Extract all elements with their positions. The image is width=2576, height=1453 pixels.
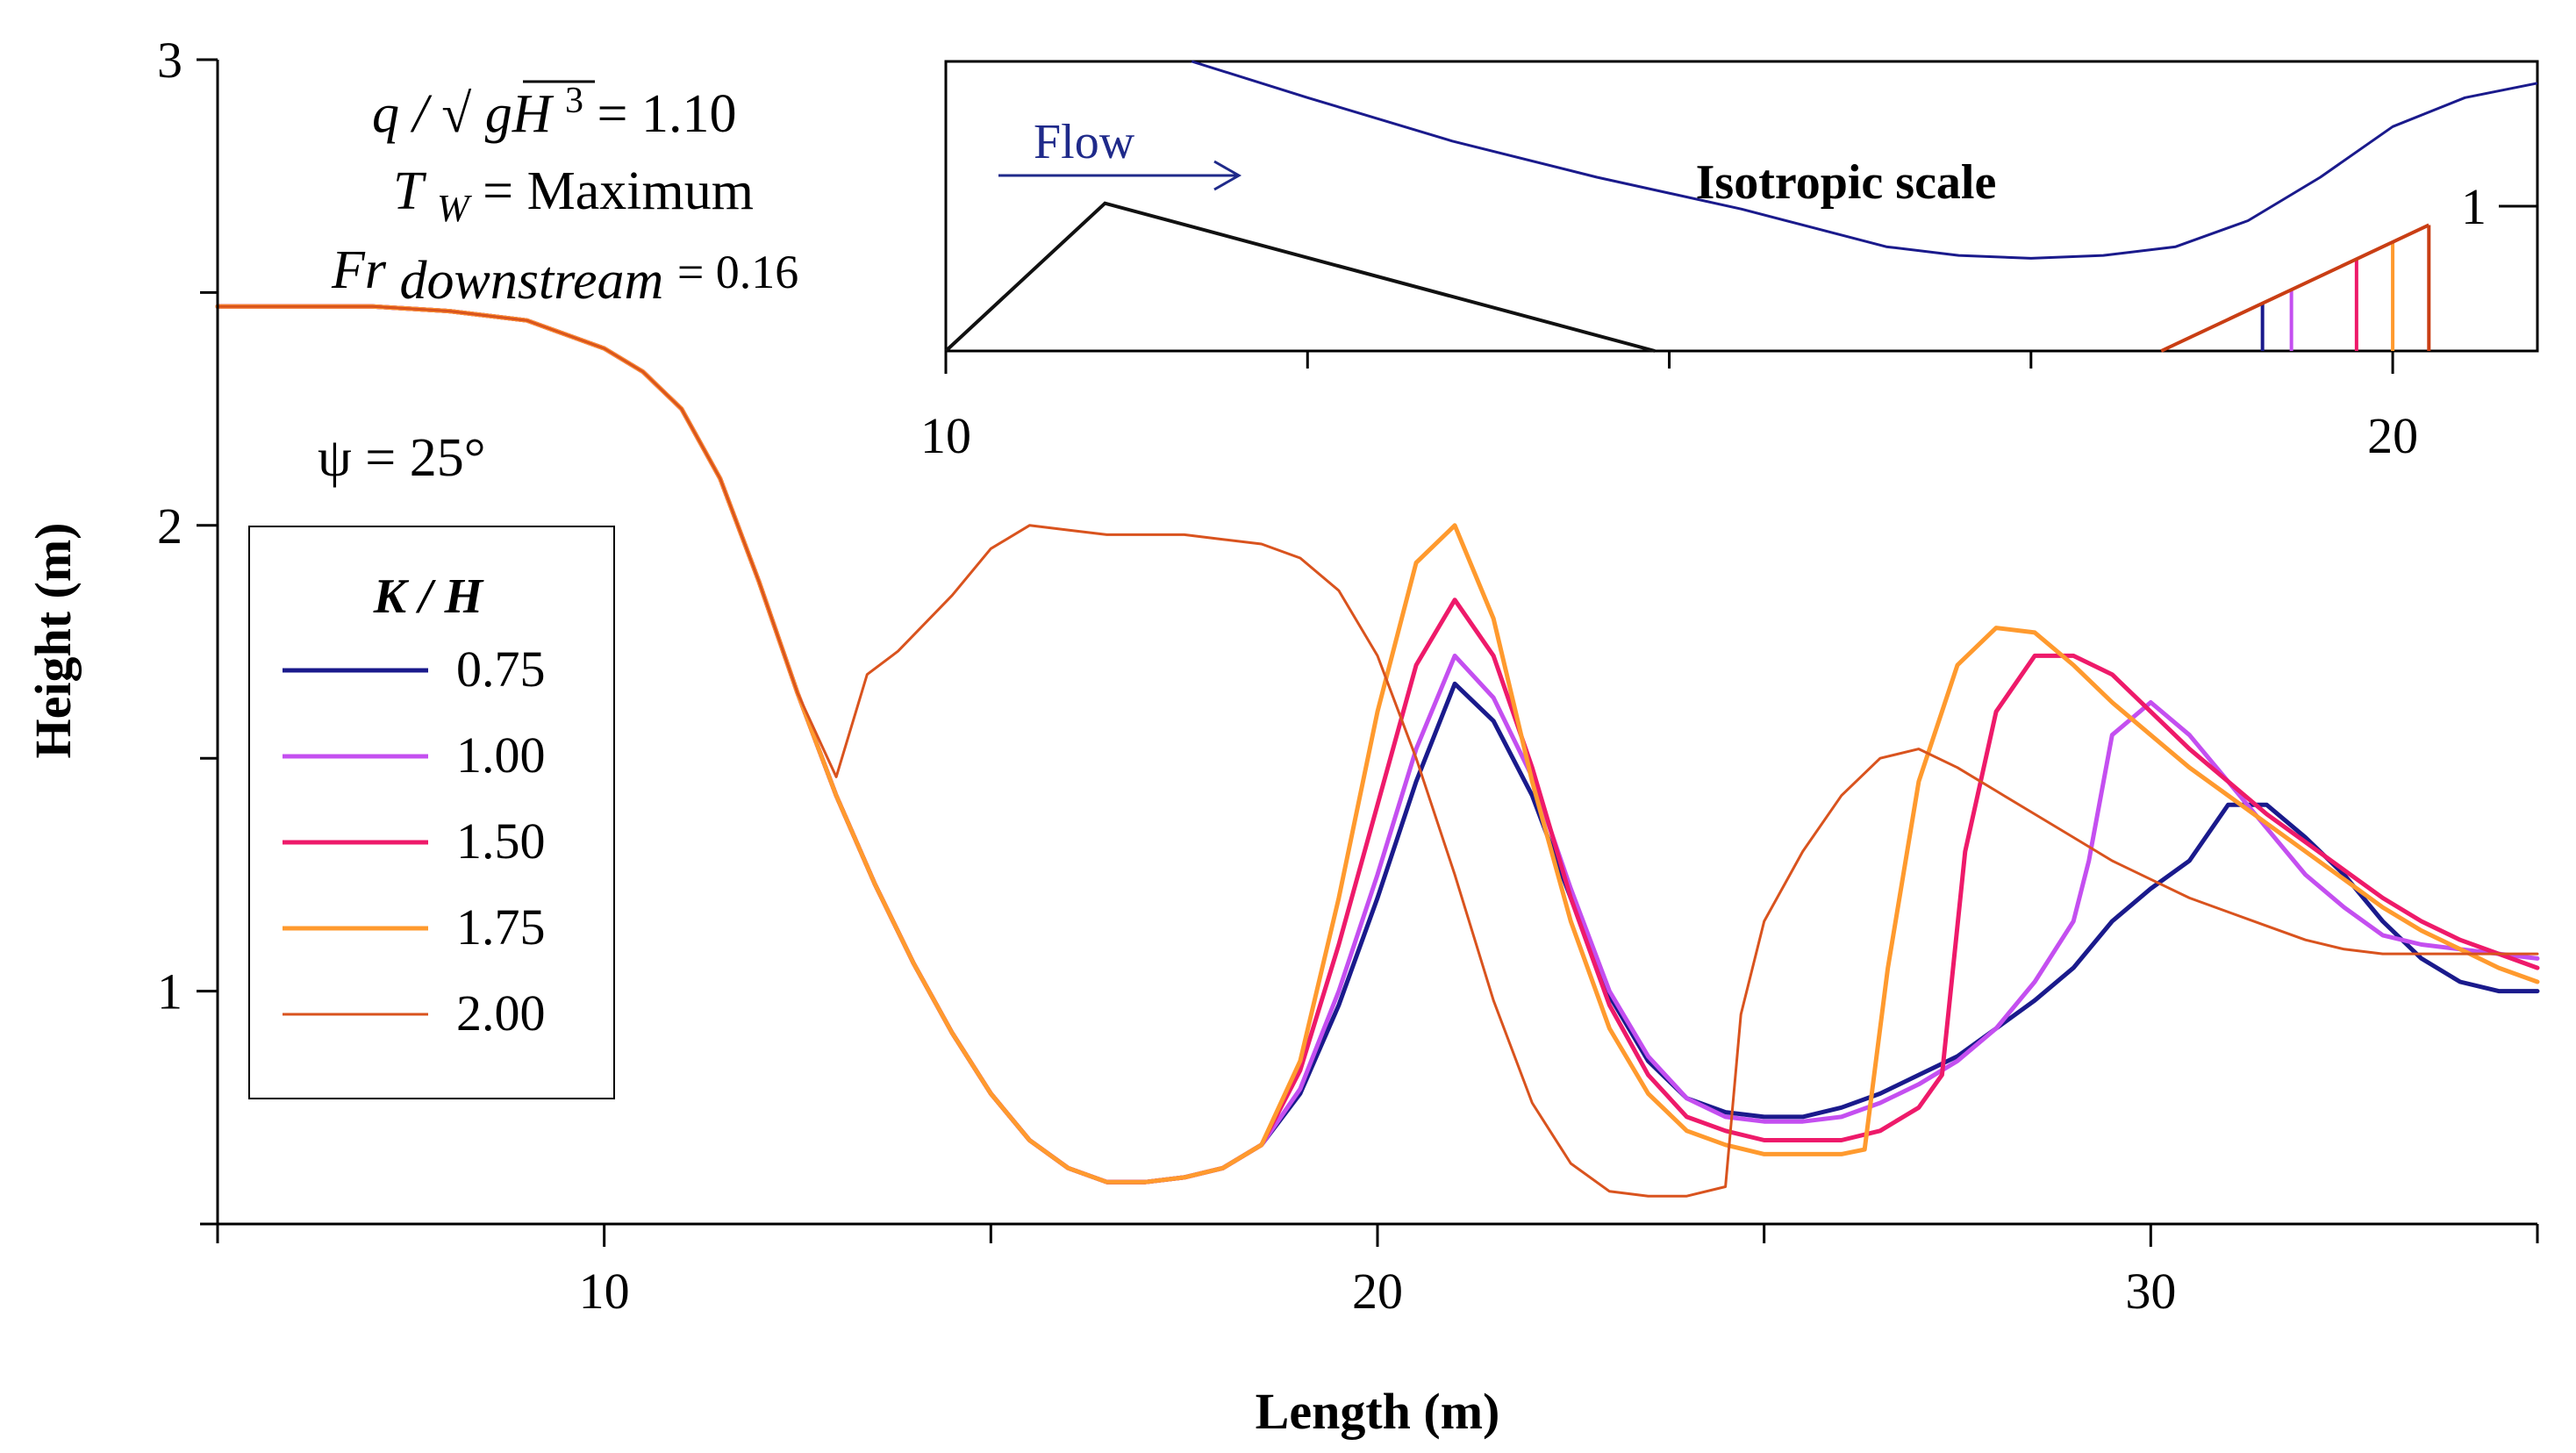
x-tick-label: 10 xyxy=(579,1263,630,1320)
y-tick-label: 3 xyxy=(157,32,182,89)
legend-entries: 0.75 1.00 1.50 1.75 2.00 xyxy=(283,641,546,1041)
legend-title: K / H xyxy=(373,569,484,624)
x-tick-label: 20 xyxy=(1352,1263,1403,1320)
inset-x-tick-label: 10 xyxy=(920,407,971,464)
legend-label: 0.75 xyxy=(456,641,546,698)
sqrt-sign: √ xyxy=(441,84,471,144)
discharge-sqrt-term: gH xyxy=(485,84,555,144)
discharge-annotation: q / √ gH 3 = 1.10 xyxy=(372,65,737,144)
legend-label: 1.00 xyxy=(456,726,546,784)
y-axis-title: Height (m) xyxy=(25,523,82,759)
tw-symbol: T xyxy=(393,161,427,221)
y-ticks: 1 2 3 xyxy=(157,32,218,1226)
x-ticks: 10 20 30 xyxy=(216,1224,2539,1320)
inset-x-tick-label: 20 xyxy=(2367,407,2418,464)
x-axis-title: Length (m) xyxy=(1256,1383,1500,1440)
main-plot: 1 2 3 10 20 30 Length (m) Height (m) xyxy=(25,32,2540,1440)
fr-value: = 0.16 xyxy=(677,246,798,298)
y-tick-label: 2 xyxy=(157,497,182,555)
inset-content xyxy=(944,60,2538,353)
fr-symbol: Fr xyxy=(331,240,387,300)
y-tick-label: 1 xyxy=(157,963,182,1020)
discharge-power: 3 xyxy=(565,81,583,121)
flow-label: Flow xyxy=(1034,115,1135,169)
discharge-suffix: = 1.10 xyxy=(597,84,737,144)
inset-ticks: 10 20 1 xyxy=(920,178,2537,464)
psi-annotation: ψ = 25° xyxy=(318,428,486,488)
tw-annotation: T W = Maximum xyxy=(393,161,754,233)
legend-label: 2.00 xyxy=(456,984,546,1041)
main-series-group xyxy=(215,304,2540,1198)
flow-arrow-head xyxy=(1213,160,1242,191)
inset-bed-profile xyxy=(944,201,1656,353)
legend-label: 1.75 xyxy=(456,898,546,956)
inset-plot: Isotropic scale Flow 10 20 1 xyxy=(920,60,2539,464)
tw-subscript: W xyxy=(437,187,472,230)
legend: K / H 0.75 1.00 1.50 1.75 2.00 xyxy=(248,526,615,1099)
inset-y-tick-label: 1 xyxy=(2461,178,2487,235)
froude-annotation: Fr downstream = 0.16 xyxy=(331,240,798,311)
inset-water-surface xyxy=(1191,60,2538,260)
parameter-annotations: q / √ gH 3 = 1.10 T W = Maximum Fr downs… xyxy=(318,65,798,488)
legend-label: 1.50 xyxy=(456,812,546,870)
inset-title: Isotropic scale xyxy=(1696,155,1997,210)
tw-value: = Maximum xyxy=(483,161,754,221)
inset-ramp xyxy=(2160,223,2430,353)
legend-box xyxy=(248,526,615,1099)
series-line-2-00 xyxy=(216,304,2539,1198)
discharge-prefix: q / xyxy=(372,84,441,144)
x-tick-label: 30 xyxy=(2125,1263,2176,1320)
fr-subscript: downstream xyxy=(400,251,664,311)
